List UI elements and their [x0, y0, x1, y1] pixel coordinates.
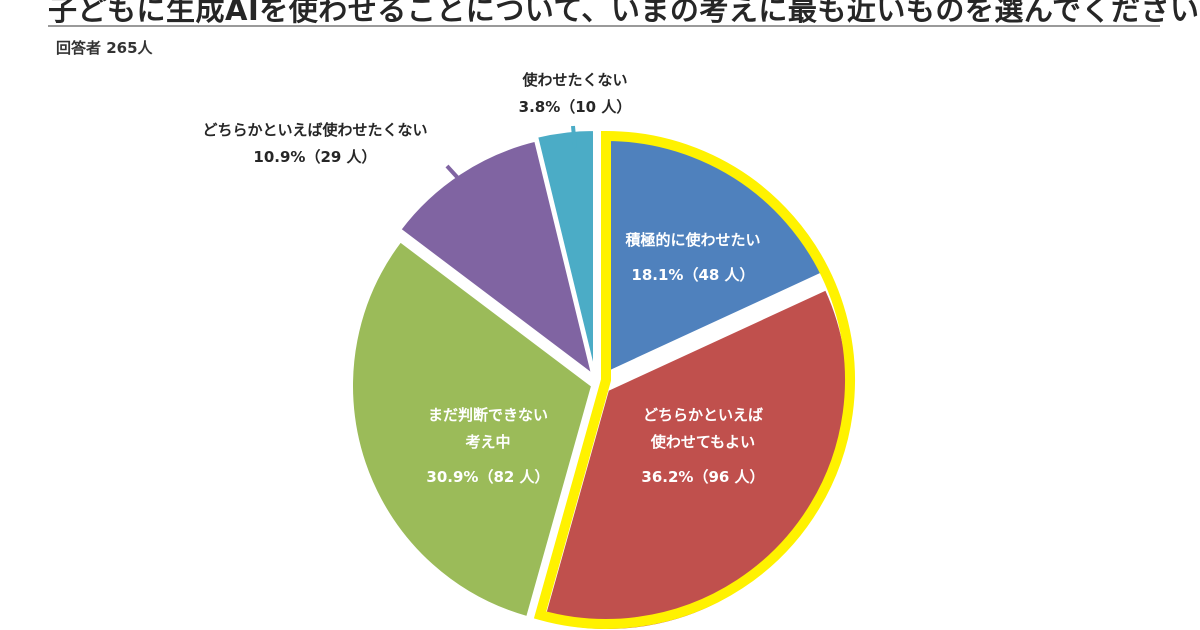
slice-label-text-1: 積極的に使わせたい [624, 231, 760, 249]
slice-value-2: 36.2%（96 人） [641, 468, 764, 486]
slice-label-text-4: どちらかといえば使わせたくない [202, 121, 427, 139]
leader-line-5 [571, 125, 577, 149]
slice-label-text-3: まだ判断できない [428, 406, 548, 424]
slice-value-5: 3.8%（10 人） [519, 98, 632, 116]
slice-value-4: 10.9%（29 人） [253, 148, 376, 166]
respondent-count: 回答者 265人 [56, 39, 153, 57]
slice-value-3: 30.9%（82 人） [426, 468, 549, 486]
pie-slice-5 [535, 128, 595, 371]
chart-title: 子どもに生成AIを使わせることについて、いまの考えに最も近いものを選んでください [48, 0, 1200, 27]
slice-label-text-2: どちらかといえば [643, 406, 763, 424]
pie-slice-4 [398, 139, 594, 377]
slice-value-1: 18.1%（48 人） [631, 266, 754, 284]
title-divider [48, 25, 1160, 27]
pie-slice-3 [351, 240, 594, 619]
slice-label-1: 積極的に使わせたい 18.1%（48 人） [624, 231, 760, 284]
slice-label-text-3: 考え中 [465, 433, 510, 451]
slice-label-text-2: 使わせてもよい [650, 433, 755, 451]
slice-label-5: 使わせたくない 3.8%（10 人） [519, 71, 632, 149]
slice-label-4: どちらかといえば使わせたくない 10.9%（29 人） [202, 121, 469, 190]
highlight-outline [533, 130, 855, 629]
slice-label-text-5: 使わせたくない [521, 71, 627, 89]
leader-line-4 [445, 164, 469, 190]
